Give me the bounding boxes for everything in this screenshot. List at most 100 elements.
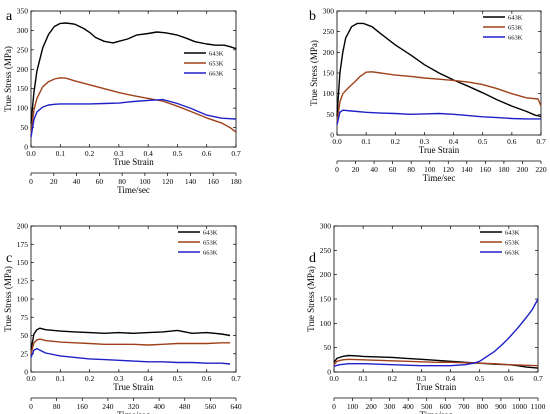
time-tick-label: 640 [230,402,242,411]
x-tick-label: 0.7 [231,374,241,383]
time-tick-label: 480 [179,402,191,411]
y-tick-label: 175 [17,240,29,249]
series-line-643K [336,22,542,118]
series-line-643K [30,327,231,351]
x-tick-label: 0.1 [56,374,66,383]
y-axis-label: True Stress (MPa) [3,46,13,112]
time-tick-label: 20 [352,165,360,174]
x-tick-label: 0.0 [332,137,342,146]
time-tick-label: 600 [440,402,452,411]
time-axis-label: Time/sec [117,185,150,195]
x-tick-label: 0.5 [478,137,488,146]
y-axis-label: True Stress (MPa) [309,40,319,106]
x-tick-label: 0.2 [391,137,401,146]
series-line-663K [30,347,231,365]
x-axis-label: True Strain [113,382,154,392]
x-tick-label: 0.7 [533,374,543,383]
y-tick-label: 75 [21,313,29,322]
series-line-643K [30,22,237,124]
series-line-663K [333,298,539,367]
series-line-653K [30,338,231,354]
time-axis-label: Time/sec [423,173,456,183]
y-axis-label: True Stress (MPa) [3,266,13,332]
x-tick-label: 0.2 [388,374,398,383]
legend-entry: 663K [505,249,520,256]
time-tick-label: 0 [29,402,33,411]
time-tick-label: 80 [407,165,415,174]
time-tick-label: 180 [230,177,242,186]
time-tick-label: 60 [389,165,397,174]
x-tick-label: 0.4 [449,137,459,146]
x-tick-label: 0.7 [231,149,241,158]
y-tick-label: 0 [24,368,28,377]
x-tick-label: 0.5 [475,374,485,383]
time-tick-label: 500 [421,402,433,411]
x-tick-label: 0.3 [417,374,427,383]
legend-entry: 653K [505,239,520,246]
x-tick-label: 0.6 [202,374,212,383]
y-tick-label: 200 [17,65,29,74]
series-line-653K [336,71,542,123]
time-tick-label: 40 [370,165,378,174]
time-tick-label: 100 [347,402,359,411]
y-axis-label: True Stress (MPa) [306,266,316,332]
legend-entry: 653K [508,24,523,31]
legend: 643K 653K 663K [483,14,523,41]
time-axis-label: Time/sec [117,410,150,414]
time-tick-label: 320 [128,402,140,411]
time-axis-label: Time/sec [420,410,453,414]
x-tick-label: 0.6 [504,374,514,383]
y-tick-label: 250 [17,45,29,54]
time-tick-label: 160 [480,165,492,174]
time-tick-label: 560 [205,402,217,411]
time-tick-label: 300 [384,402,396,411]
y-tick-label: 100 [17,104,29,113]
y-tick-label: 50 [21,123,29,132]
time-tick-label: 60 [96,177,104,186]
legend-entry: 663K [508,34,523,41]
chart-panel-d: d 0 50 100 150 200 250 300 0.0 0.1 0.2 0.3 0.4 0.5 0.6… [306,222,546,414]
x-tick-label: 0.7 [536,137,546,146]
x-tick-label: 0.0 [26,374,36,383]
time-tick-label: 160 [208,177,220,186]
x-tick-label: 0.4 [446,374,456,383]
time-tick-label: 0 [29,177,33,186]
y-tick-label: 100 [320,319,332,328]
x-tick-label: 0.1 [361,137,371,146]
legend: 643K 653K 663K [480,229,520,256]
legend-entry: 653K [203,239,218,246]
time-tick-label: 200 [365,402,377,411]
time-tick-label: 200 [517,165,529,174]
plot-frame [333,225,539,373]
legend-entry: 643K [209,50,224,57]
y-tick-label: 300 [17,26,29,35]
x-tick-label: 0.2 [85,149,95,158]
legend-entry: 653K [209,60,224,67]
x-tick-label: 0.4 [143,374,153,383]
y-tick-label: 100 [323,89,335,98]
time-tick-label: 100 [424,165,436,174]
panel-label: d [309,251,316,266]
y-tick-label: 150 [323,69,335,78]
y-tick-label: 0 [327,368,331,377]
series-line-663K [336,109,541,125]
time-tick-label: 1100 [531,402,546,411]
x-tick-label: 0.2 [85,374,95,383]
y-tick-label: 150 [17,84,29,93]
x-tick-label: 0.4 [143,149,153,158]
time-tick-label: 240 [102,402,114,411]
x-axis-label: True Strain [419,145,460,155]
y-tick-label: 100 [17,295,29,304]
y-tick-label: 200 [17,222,29,231]
y-tick-label: 150 [320,295,332,304]
x-tick-label: 0.3 [420,137,430,146]
panel-label: c [6,251,12,266]
plot-frame [30,10,237,148]
time-tick-label: 80 [53,402,61,411]
time-tick-label: 400 [154,402,166,411]
series-line-653K [333,358,539,367]
time-tick-label: 0 [335,165,339,174]
x-tick-label: 0.6 [507,137,517,146]
x-tick-label: 0.0 [329,374,339,383]
